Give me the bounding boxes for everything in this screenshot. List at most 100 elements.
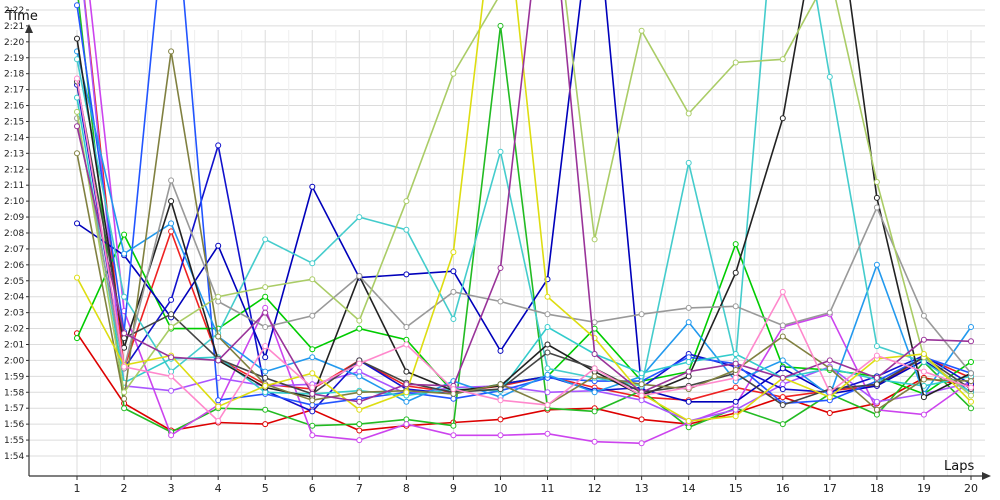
series-line-1 [76,332,972,432]
series-20-point [121,363,128,370]
series-14-point [544,349,551,356]
series-12-point [732,351,739,357]
series-6-point [873,398,880,405]
y-tick-label: 2:07 [4,245,24,255]
y-tick-label: 2:14 [4,133,24,143]
series-line-9 [76,0,972,406]
series-6-point [168,387,175,394]
series-15-point [826,365,833,372]
series-19-point [920,336,927,343]
series-19-point [403,381,410,388]
series-18-point [544,293,551,300]
series-3-point [873,411,880,418]
series-7-point [309,183,316,190]
series-20-point [309,384,316,391]
series-11-point [685,159,692,166]
series-12-point [262,389,269,396]
series-19-point [356,398,363,405]
series-6-point [544,389,551,396]
series-16-point [168,177,175,184]
series-5-point [309,432,316,439]
y-tick-label: 2:18 [4,70,24,80]
y-axis-title: Time [5,9,38,24]
series-6-point [732,406,739,413]
series-line-17 [76,0,972,397]
series-16-point [685,304,692,311]
series-15-point [732,367,739,373]
series-20-point [262,343,269,350]
x-tick-label: 1 [74,482,81,495]
series-1-point [497,416,504,423]
x-tick-label: 17 [823,482,837,495]
series-17-point [968,392,974,399]
series-15-point [968,378,974,385]
series-5-point [544,430,551,437]
y-tick-label: 1:58 [4,388,24,398]
series-10-point [356,373,363,380]
series-6-point [779,381,786,388]
series-3-point [968,405,974,412]
series-15-point [121,395,128,402]
x-tick-label: 3 [168,482,175,495]
series-14-point [873,381,880,388]
series-17-point [168,324,175,330]
series-10-point [121,250,128,257]
series-11-point [544,365,551,372]
series-11-point [497,148,504,155]
x-tick-label: 20 [964,482,978,495]
x-axis-title: Laps [944,459,974,474]
series-3-point [121,405,128,412]
x-tick-label: 14 [682,482,696,495]
series-5-point [403,421,410,428]
y-tick-label: 2:06 [4,261,24,271]
y-tick-label: 2:13 [4,149,24,159]
series-10-point [168,220,175,227]
series-12-point [638,370,645,377]
series-6-point [356,368,363,375]
series-17-point [74,108,80,115]
series-12-point [74,94,80,101]
series-line-18 [76,0,972,422]
series-13-point [920,394,927,401]
y-tick-label: 1:56 [4,420,24,430]
series-19-point [779,374,786,381]
series-11-point [403,226,410,233]
series-14-point [168,311,175,318]
series-4-point [121,231,128,238]
series-3-point [450,422,457,429]
series-18-point [732,413,739,420]
series-1-point [356,427,363,434]
series-20-point [215,418,222,424]
series-11-point [826,73,833,80]
series-20-point [591,365,598,372]
series-3-point [591,408,598,415]
series-18-point [309,370,316,377]
series-18-point [826,394,833,401]
x-tick-label: 2 [121,482,128,495]
series-15-point [873,406,880,413]
series-17-point [779,56,786,63]
y-tick-label: 1:55 [4,436,24,446]
series-8-point [309,408,316,415]
series-19-point [591,351,598,357]
y-tick-label: 2:05 [4,277,24,287]
series-17-point [873,179,880,185]
series-13-point [74,35,80,42]
series-5-point [638,440,645,447]
series-17-point [591,236,598,243]
series-11-point [168,368,175,375]
series-7-point [779,365,786,372]
series-5-point [356,437,363,444]
series-20-point [779,288,786,295]
series-line-10 [76,51,972,403]
y-tick-label: 2:17 [4,86,24,96]
y-tick-label: 2:02 [4,325,24,335]
series-line-19 [76,0,972,403]
series-1-point [262,421,269,428]
series-16-point [403,324,410,330]
y-tick-label: 2:19 [4,54,24,64]
series-18-point [403,389,410,396]
series-3-point [356,421,363,428]
series-15-point [920,376,927,383]
